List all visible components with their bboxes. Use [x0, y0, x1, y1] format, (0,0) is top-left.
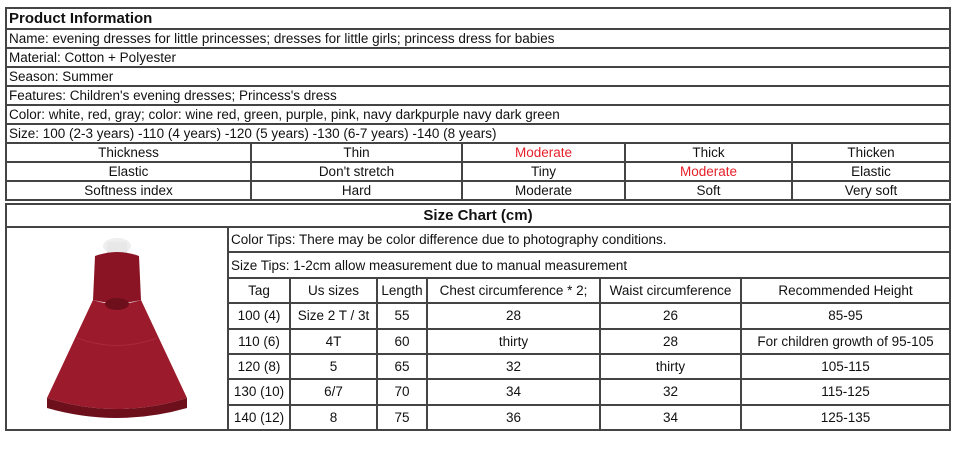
product-image	[5, 226, 229, 431]
cell: 70	[376, 378, 428, 406]
property-row-softness: Softness index Hard Moderate Soft Very s…	[5, 180, 952, 201]
cell: 100 (4)	[227, 302, 291, 330]
cell: 130 (10)	[227, 378, 291, 406]
property-row-elastic: Elastic Don't stretch Tiny Moderate Elas…	[5, 161, 952, 182]
cell: 28	[426, 302, 601, 330]
column-header: Length	[376, 276, 428, 305]
product-features: Features: Children's evening dresses; Pr…	[4, 85, 952, 106]
column-header: Recommended Height	[739, 276, 952, 305]
product-info-section: Product Information Name: evening dresse…	[4, 7, 952, 432]
cell: 115-125	[739, 378, 952, 406]
cell: 32	[599, 378, 742, 406]
table-row: 120 (8) 5 65 32 thirty 105-115	[6, 352, 952, 381]
table-row: 110 (6) 4T 60 thirty 28 For children growth o…	[6, 327, 952, 355]
property-option: Thick	[624, 142, 793, 163]
cell: 85-95	[739, 302, 952, 330]
cell: 75	[376, 403, 428, 432]
cell: 65	[376, 352, 428, 381]
column-header: Tag	[227, 276, 291, 305]
product-info-title: Product Information	[4, 7, 952, 30]
product-material: Material: Cotton + Polyester	[4, 47, 952, 68]
cell: 125-135	[739, 403, 952, 432]
property-label: Thickness	[5, 142, 252, 163]
property-label: Elastic	[5, 161, 252, 182]
cell: thirty	[599, 352, 742, 381]
dress-image	[47, 238, 187, 418]
property-option-selected: Moderate	[461, 142, 626, 163]
cell: 26	[599, 302, 742, 330]
cell: 55	[376, 302, 428, 330]
property-option-selected: Moderate	[624, 161, 793, 182]
product-info-table: Product Information Name: evening dresse…	[4, 7, 952, 201]
property-option: Don't stretch	[250, 161, 463, 182]
cell: 6/7	[289, 378, 378, 406]
product-name: Name: evening dresses for little princes…	[4, 28, 952, 49]
cell: 60	[376, 327, 428, 355]
property-option: Very soft	[790, 180, 952, 201]
color-tip: Color Tips: There may be color differenc…	[226, 225, 952, 254]
property-row-thickness: Thickness Thin Moderate Thick Thicken	[5, 142, 952, 163]
column-header: Us sizes	[289, 276, 378, 305]
cell: 5	[289, 352, 378, 381]
property-option: Soft	[624, 180, 793, 201]
table-row: 100 (4) Size 2 T / 3t 55 28 26 85-95	[6, 302, 952, 330]
product-season: Season: Summer	[4, 66, 952, 87]
size-chart-header: Tag Us sizes Length Chest circumference …	[6, 276, 952, 305]
property-label: Softness index	[5, 180, 252, 201]
cell: 28	[599, 327, 742, 355]
cell: 8	[289, 403, 378, 432]
column-header: Waist circumference	[599, 276, 742, 305]
property-option: Elastic	[790, 161, 952, 182]
property-option: Tiny	[461, 161, 626, 182]
cell: 105-115	[739, 352, 952, 381]
table-row: 140 (12) 8 75 36 34 125-135	[6, 403, 952, 432]
cell: 110 (6)	[227, 327, 291, 355]
cell: 120 (8)	[227, 352, 291, 381]
cell: For children growth of 95-105	[739, 327, 952, 355]
size-chart-table: Size Chart (cm) Color Tips: There may be…	[4, 203, 952, 432]
cell: 32	[426, 352, 601, 381]
property-option: Thin	[250, 142, 463, 163]
cell: 34	[599, 403, 742, 432]
cell: 34	[426, 378, 601, 406]
product-colors: Color: white, red, gray; color: wine red…	[4, 104, 952, 125]
cell: 4T	[289, 327, 378, 355]
product-sizes: Size: 100 (2-3 years) -110 (4 years) -12…	[4, 123, 952, 144]
size-tip: Size Tips: 1-2cm allow measurement due t…	[226, 251, 952, 279]
cell: thirty	[426, 327, 601, 355]
cell: 140 (12)	[227, 403, 291, 432]
property-option: Moderate	[461, 180, 626, 201]
cell: Size 2 T / 3t	[289, 302, 378, 330]
cell: 36	[426, 403, 601, 432]
table-row: 130 (10) 6/7 70 34 32 115-125	[6, 378, 952, 406]
property-option: Hard	[250, 180, 463, 201]
size-chart-title: Size Chart (cm)	[4, 203, 952, 228]
column-header: Chest circumference * 2;	[426, 276, 601, 305]
property-option: Thicken	[790, 142, 952, 163]
